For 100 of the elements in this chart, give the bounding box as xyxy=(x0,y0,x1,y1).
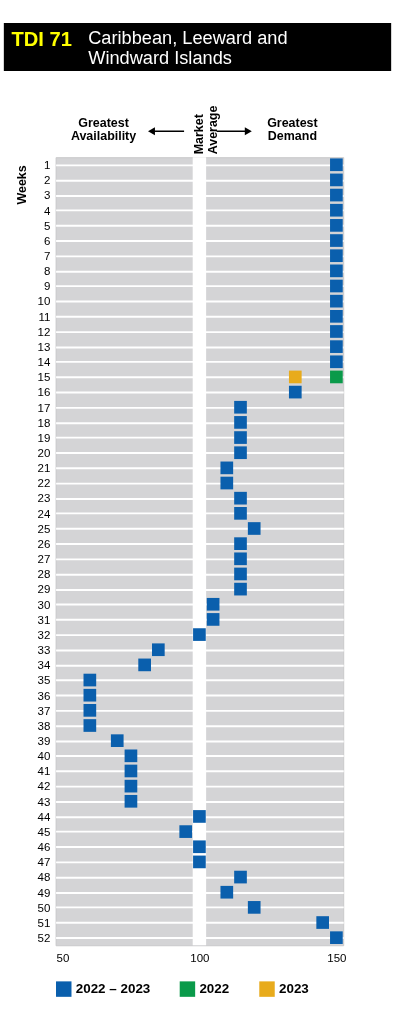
point xyxy=(330,264,343,278)
point xyxy=(83,688,97,702)
point xyxy=(330,294,343,308)
point xyxy=(193,855,206,869)
point xyxy=(83,704,97,717)
x-tick-label: 150 xyxy=(327,952,347,965)
point xyxy=(234,552,247,566)
point xyxy=(330,188,343,202)
y-tick-label: 22 xyxy=(37,477,51,490)
y-tick-label: 44 xyxy=(37,810,51,823)
point xyxy=(193,628,206,641)
y-tick-label: 6 xyxy=(43,234,51,247)
y-tick-label: 21 xyxy=(37,462,51,475)
y-tick-label: 17 xyxy=(37,401,51,414)
text: Greatest Availability xyxy=(70,115,137,143)
legend-label: 2023 xyxy=(278,980,309,996)
point xyxy=(220,461,234,475)
point xyxy=(330,173,343,187)
point xyxy=(288,385,302,399)
point xyxy=(247,901,261,914)
y-tick-label: 28 xyxy=(37,568,51,581)
point xyxy=(330,203,343,217)
y-tick-label: 40 xyxy=(37,750,51,763)
text: Greatest Demand xyxy=(267,115,318,143)
point xyxy=(330,370,343,384)
y-tick-label: 4 xyxy=(43,204,51,217)
point xyxy=(247,522,261,535)
point xyxy=(316,916,330,929)
y-tick-label: 48 xyxy=(37,871,51,884)
y-tick-label: 18 xyxy=(37,416,51,429)
y-tick-label: 31 xyxy=(37,613,51,626)
point xyxy=(330,279,343,293)
y-tick-label: 33 xyxy=(37,644,51,657)
point xyxy=(330,158,343,172)
y-tick-label: 32 xyxy=(37,628,51,641)
ref-line-label: Market Average xyxy=(192,105,220,155)
y-tick-label: 1 xyxy=(43,159,51,172)
y-tick-label: 7 xyxy=(43,250,51,263)
chart-subtitle: Caribbean, Leeward and Windward Islands xyxy=(88,28,288,69)
y-tick-label: 19 xyxy=(37,431,51,444)
point xyxy=(193,810,206,823)
legend-label: 2022 xyxy=(199,980,230,996)
y-tick-label: 23 xyxy=(37,492,51,505)
y-tick-label: 45 xyxy=(37,825,51,838)
y-tick-label: 26 xyxy=(37,537,51,550)
y-tick-label: 41 xyxy=(37,765,51,778)
point xyxy=(124,794,138,808)
y-tick-label: 3 xyxy=(43,189,51,202)
point xyxy=(330,340,343,353)
y-tick-label: 42 xyxy=(37,780,51,793)
point xyxy=(234,537,247,550)
point xyxy=(330,219,343,232)
point xyxy=(330,355,343,369)
x-tick-label: 50 xyxy=(56,952,70,965)
point xyxy=(234,870,247,884)
y-tick-label: 52 xyxy=(37,932,51,944)
y-tick-label: 20 xyxy=(37,447,51,460)
y-tick-label: 38 xyxy=(37,719,51,732)
y-tick-label: 49 xyxy=(37,886,51,899)
point xyxy=(151,643,165,657)
y-tick-label: 46 xyxy=(37,841,51,854)
y-tick-label: 47 xyxy=(37,856,51,869)
x-tick-label: 100 xyxy=(190,952,210,965)
y-tick-label: 12 xyxy=(37,325,51,338)
y-tick-label: 8 xyxy=(43,265,51,278)
point xyxy=(220,885,234,899)
y-tick-label: 9 xyxy=(43,280,51,293)
point xyxy=(330,931,343,945)
point xyxy=(179,825,193,838)
point xyxy=(330,325,343,338)
point xyxy=(220,476,234,490)
y-tick-label: 36 xyxy=(37,689,51,702)
point xyxy=(234,431,247,444)
point xyxy=(288,370,302,384)
point xyxy=(124,749,138,763)
y-tick-label: 34 xyxy=(37,659,51,672)
point xyxy=(234,567,247,581)
chart-title: TDI 71 xyxy=(11,27,72,50)
y-tick-label: 2 xyxy=(43,174,51,187)
point xyxy=(206,613,220,626)
legend-label: 2022 – 2023 xyxy=(75,980,151,996)
y-tick-label: 29 xyxy=(37,583,51,596)
point xyxy=(330,309,343,323)
point xyxy=(110,734,124,748)
y-tick-label: 35 xyxy=(37,674,51,687)
y-tick-label: 14 xyxy=(37,356,51,369)
point xyxy=(330,234,343,247)
y-tick-label: 16 xyxy=(37,386,51,399)
y-tick-label: 50 xyxy=(37,901,51,914)
point xyxy=(234,416,247,429)
point xyxy=(234,400,247,414)
point xyxy=(234,491,247,505)
y-tick-label: 11 xyxy=(38,310,51,323)
point xyxy=(330,249,343,263)
y-tick-label: 30 xyxy=(37,598,51,611)
point xyxy=(138,658,151,672)
point xyxy=(234,446,247,460)
y-tick-label: 10 xyxy=(37,295,51,308)
point xyxy=(193,840,206,854)
y-tick-label: 15 xyxy=(37,371,51,384)
